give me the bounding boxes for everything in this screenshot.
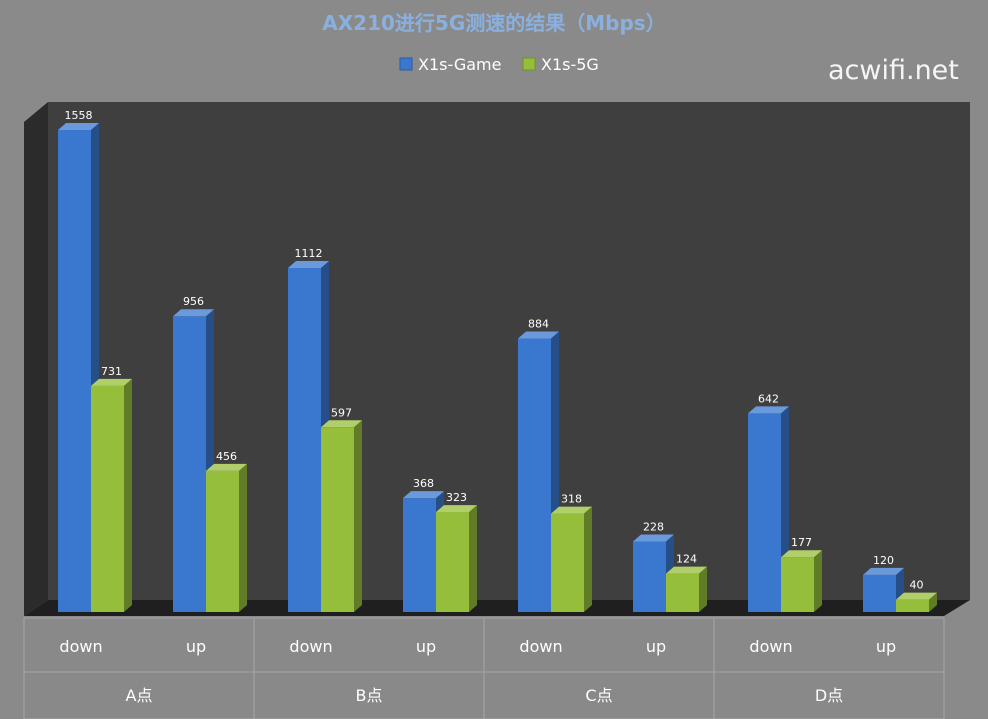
data-label-x1s-game-5: 228 (643, 520, 664, 533)
category-label-7: up (876, 637, 896, 656)
category-label-2: down (289, 637, 332, 656)
bar-top (436, 505, 477, 513)
legend-item-x1s-5g: X1s-5G (522, 55, 599, 74)
bar-top (748, 406, 789, 414)
data-label-x1s-5g-6: 177 (791, 536, 812, 549)
data-label-x1s-game-1: 956 (183, 295, 204, 308)
bar-x1s-5g-2 (321, 420, 362, 612)
bar-top (403, 491, 444, 499)
bar-top (666, 566, 707, 574)
group-label-2: C点 (585, 686, 612, 705)
bar-front (896, 599, 929, 612)
bar-side (354, 420, 362, 612)
bar-front (206, 470, 239, 612)
data-label-x1s-game-7: 120 (873, 554, 894, 567)
data-label-x1s-game-4: 884 (528, 318, 549, 331)
bar-front (748, 413, 781, 612)
bar-front (518, 338, 551, 612)
legend-item-x1s-game: X1s-Game (399, 55, 501, 74)
bar-top (58, 123, 99, 130)
legend-label-x1s-5g: X1s-5G (541, 55, 599, 74)
bar-front (173, 316, 206, 612)
plot-floor (24, 600, 970, 616)
data-label-x1s-game-6: 642 (758, 392, 779, 405)
plot-side-wall (24, 102, 48, 616)
bar-x1s-5g-4 (551, 506, 592, 612)
bar-top (173, 309, 214, 317)
bar-side (239, 463, 247, 612)
bar-front (58, 130, 91, 612)
data-label-x1s-game-0: 1558 (65, 109, 93, 122)
legend-swatch-x1s-game (399, 57, 413, 71)
bar-front (781, 557, 814, 612)
bar-top (518, 331, 559, 339)
category-label-5: up (646, 637, 666, 656)
bar-front (666, 573, 699, 612)
bar-side (124, 378, 132, 612)
bar-top (551, 506, 592, 514)
bar-x1s-5g-3 (436, 505, 477, 612)
group-label-1: B点 (356, 686, 383, 705)
bar-x1s-5g-1 (206, 463, 247, 612)
chart-title: AX210进行5G测速的结果（Mbps） (322, 11, 665, 35)
category-label-0: down (59, 637, 102, 656)
bar-front (551, 513, 584, 612)
bar-front (91, 385, 124, 612)
bar-front (403, 498, 436, 612)
data-label-x1s-5g-5: 124 (676, 553, 697, 566)
bars-layer (58, 123, 937, 612)
data-label-x1s-5g-0: 731 (101, 365, 122, 378)
data-label-x1s-5g-1: 456 (216, 450, 237, 463)
watermark: acwifi.net (828, 55, 959, 86)
labels-layer: 1558 731 down 956 456 up 1112 597 down 368 323 up 88… (59, 109, 923, 705)
group-label-3: D点 (815, 686, 843, 705)
bar-x1s-5g-6 (781, 550, 822, 612)
legend-swatch-x1s-5g (522, 57, 536, 71)
bar-top (206, 463, 247, 471)
category-axis-table (23, 617, 945, 719)
bar-side (929, 592, 937, 612)
bar-front (633, 541, 666, 612)
bar-x1s-5g-0 (91, 378, 132, 612)
bar-top (863, 567, 904, 575)
legend: X1s-Game X1s-5G (399, 55, 599, 74)
data-label-x1s-5g-7: 40 (910, 579, 924, 592)
bar-x1s-5g-7 (896, 592, 937, 612)
category-label-4: down (519, 637, 562, 656)
bar-top (91, 378, 132, 386)
category-label-3: up (416, 637, 436, 656)
bar-top (321, 420, 362, 428)
bar-side (469, 505, 477, 612)
bar-top (288, 260, 329, 268)
data-label-x1s-game-2: 1112 (295, 247, 323, 260)
bar-side (814, 550, 822, 612)
legend-label-x1s-game: X1s-Game (418, 55, 501, 74)
bar-top (781, 550, 822, 558)
bar-side (699, 566, 707, 612)
bar-x1s-game-1 (173, 309, 214, 612)
data-label-x1s-game-3: 368 (413, 477, 434, 490)
bar-top (896, 592, 937, 600)
group-label-0: A点 (126, 686, 153, 705)
category-label-6: down (749, 637, 792, 656)
data-label-x1s-5g-2: 597 (331, 406, 352, 419)
bar-side (584, 506, 592, 612)
category-label-1: up (186, 637, 206, 656)
bar-front (321, 427, 354, 612)
plot-back-wall (48, 102, 970, 600)
bar-front (288, 267, 321, 612)
bar-front (863, 574, 896, 612)
bar-front (436, 512, 469, 612)
bar-x1s-5g-5 (666, 566, 707, 612)
data-label-x1s-5g-3: 323 (446, 491, 467, 504)
bar-top (633, 534, 674, 542)
bar-x1s-game-7 (863, 567, 904, 612)
data-label-x1s-5g-4: 318 (561, 493, 582, 506)
